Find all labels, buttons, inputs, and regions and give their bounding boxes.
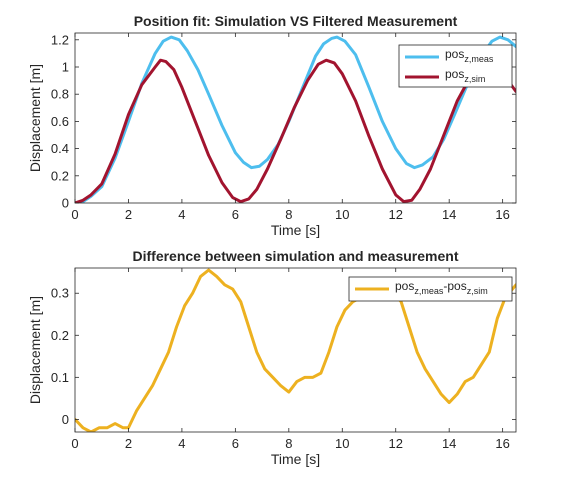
y-tick-label: 0.3	[51, 286, 69, 301]
legend-entry: posz,sim	[445, 67, 485, 84]
legend-entry: posz,meas-posz,sim	[395, 279, 488, 296]
x-tick-label: 6	[232, 207, 239, 222]
y-tick-label: 1.2	[51, 32, 69, 47]
y-tick-label: 0.8	[51, 87, 69, 102]
x-tick-label: 14	[442, 436, 456, 451]
x-tick-label: 2	[125, 436, 132, 451]
y-tick-label: 0.2	[51, 168, 69, 183]
y-axis-label: Displacement [m]	[27, 296, 43, 404]
x-tick-label: 16	[495, 207, 509, 222]
chart-2: 0 2 4 6 8 10 12 14 16 0 0.1 0.2 0.3 Difference betwee…	[27, 248, 517, 467]
x-tick-label: 12	[388, 436, 402, 451]
x-tick-label: 2	[125, 207, 132, 222]
y-tick-label: 1	[62, 60, 69, 75]
x-tick-label: 10	[335, 207, 349, 222]
x-axis-label: Time [s]	[271, 451, 320, 467]
legend-entry: posz,meas	[445, 47, 494, 64]
x-axis-label: Time [s]	[271, 222, 320, 238]
y-tick-label: 0	[62, 196, 69, 211]
x-tick-label: 14	[442, 207, 456, 222]
x-tick-label: 10	[335, 436, 349, 451]
y-tick-label: 0.6	[51, 114, 69, 129]
legend-box	[398, 44, 513, 88]
y-tick-label: 0.2	[51, 328, 69, 343]
x-tick-label: 8	[285, 436, 292, 451]
x-tick-label: 0	[71, 436, 78, 451]
x-tick-label: 0	[71, 207, 78, 222]
y-axis-label: Displacement [m]	[27, 64, 43, 172]
legend: posz,meas-posz,sim	[348, 276, 513, 302]
x-tick-label: 16	[495, 436, 509, 451]
axes-box	[74, 32, 517, 204]
chart-1: 0 2 4 6 8 10 12 14 16 0 0.2 0.4 0.6 0.8 1 1.2 Position f…	[27, 13, 517, 238]
chart-title: Position fit: Simulation VS Filtered Mea…	[134, 13, 458, 29]
series-line-2	[75, 58, 516, 203]
axes-box	[74, 267, 517, 433]
legend-box	[348, 276, 513, 302]
x-tick-label: 8	[285, 207, 292, 222]
x-tick-label: 4	[178, 207, 185, 222]
x-tick-label: 6	[232, 436, 239, 451]
y-tick-label: 0.4	[51, 141, 69, 156]
y-tick-label: 0	[62, 412, 69, 427]
series-group	[75, 35, 516, 203]
x-tick-label: 12	[388, 207, 402, 222]
x-tick-label: 4	[178, 436, 185, 451]
series-group	[75, 268, 516, 432]
chart-title: Difference between simulation and measur…	[133, 248, 459, 264]
series-line-1	[75, 268, 516, 432]
legend: posz,meas posz,sim	[398, 44, 513, 88]
y-tick-label: 0.1	[51, 370, 69, 385]
